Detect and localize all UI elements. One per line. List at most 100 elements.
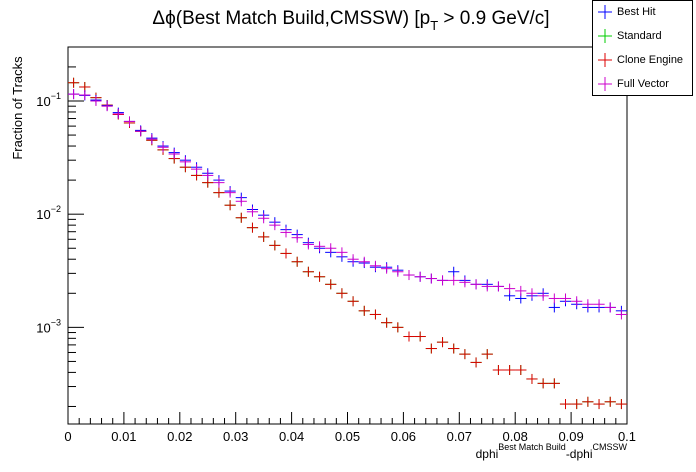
series-clone-engine	[68, 77, 627, 410]
data-point	[358, 256, 370, 267]
y-tick-label: 10−1	[36, 91, 61, 109]
x-tick-label: 0.01	[111, 429, 136, 444]
data-point	[526, 288, 538, 299]
data-point	[615, 309, 627, 320]
data-point	[325, 243, 337, 254]
legend-item-clone-engine: Clone Engine	[593, 49, 692, 72]
data-point	[559, 399, 572, 410]
data-point	[190, 164, 203, 175]
data-point	[224, 200, 236, 211]
x-tick-label: 0.04	[279, 429, 304, 444]
data-point	[235, 212, 247, 223]
data-point	[269, 240, 281, 251]
data-point	[280, 248, 292, 259]
data-point	[123, 116, 136, 127]
data-point	[112, 108, 124, 119]
data-point	[537, 378, 549, 389]
x-tick-label: 0.06	[391, 429, 416, 444]
data-point	[90, 96, 102, 107]
series-standard	[68, 77, 627, 410]
data-point	[313, 241, 326, 252]
data-point	[582, 396, 594, 407]
x-tick-label: 0.05	[335, 429, 360, 444]
data-point	[347, 296, 359, 307]
data-point	[179, 156, 191, 167]
data-point	[202, 170, 214, 181]
data-point	[504, 364, 516, 375]
data-point	[425, 273, 437, 284]
data-point	[246, 206, 259, 217]
plot-frame	[67, 46, 628, 425]
data-point	[481, 281, 493, 292]
data-point	[515, 285, 527, 296]
series-best-hit	[68, 89, 627, 316]
data-point	[101, 101, 113, 112]
data-point	[302, 239, 314, 250]
data-point	[481, 349, 493, 360]
data-point	[492, 364, 505, 375]
legend-label: Clone Engine	[617, 54, 684, 66]
data-point	[369, 309, 382, 320]
data-point	[459, 277, 471, 288]
data-point	[492, 281, 505, 292]
data-point	[559, 293, 572, 304]
data-point	[336, 247, 348, 258]
legend-item-full-vector: Full Vector	[593, 73, 692, 96]
data-point	[369, 260, 382, 271]
data-point	[135, 126, 147, 137]
data-point	[448, 343, 460, 354]
data-point	[403, 270, 415, 281]
data-point	[470, 357, 482, 368]
data-point	[548, 293, 560, 304]
data-markers	[68, 77, 627, 410]
x-tick-label: 0.07	[447, 429, 472, 444]
data-point	[436, 337, 449, 348]
data-point	[146, 134, 158, 145]
legend-item-standard: Standard	[593, 25, 692, 48]
data-point	[448, 275, 460, 286]
data-point	[604, 302, 616, 313]
data-point	[425, 343, 437, 354]
x-axis-label: dphiBest Match Build-dphiCMSSW	[476, 442, 628, 461]
data-point	[79, 89, 91, 100]
data-point	[459, 349, 471, 360]
data-point	[302, 266, 314, 277]
legend-marker-full-vector	[598, 77, 612, 91]
legend-marker-best-hit	[598, 5, 612, 19]
y-tick-label: 10−3	[36, 317, 61, 335]
series-full-vector	[68, 89, 627, 320]
data-point	[336, 288, 348, 299]
data-point	[213, 177, 225, 188]
data-point	[448, 266, 460, 277]
data-point	[571, 296, 583, 307]
data-point	[157, 142, 169, 153]
legend-label: Best Hit	[617, 6, 656, 18]
data-point	[392, 266, 404, 277]
data-point	[347, 254, 359, 265]
data-point	[526, 373, 538, 384]
data-point	[593, 299, 605, 310]
data-point	[269, 220, 281, 231]
data-point	[615, 399, 627, 410]
data-point	[604, 396, 616, 407]
data-point	[291, 256, 303, 267]
data-point	[504, 283, 516, 294]
data-point	[235, 196, 247, 207]
x-tick-label: 0	[64, 429, 71, 444]
data-point	[548, 302, 560, 313]
data-point	[548, 378, 560, 389]
x-axis: 0 0.01 0.02 0.03 0.04 0.05 0.06 0.07 0.08 0.09 0.1	[64, 412, 636, 444]
data-point	[470, 279, 482, 290]
data-point	[381, 263, 393, 274]
y-tick-label: 10−2	[36, 204, 61, 222]
data-point	[68, 77, 80, 88]
data-point	[414, 331, 426, 342]
data-point	[246, 222, 259, 233]
legend-label: Standard	[617, 30, 662, 42]
data-point	[68, 89, 80, 100]
data-point	[224, 187, 236, 198]
data-point	[593, 399, 605, 410]
data-point	[381, 317, 393, 328]
legend-label: Full Vector	[617, 78, 669, 90]
